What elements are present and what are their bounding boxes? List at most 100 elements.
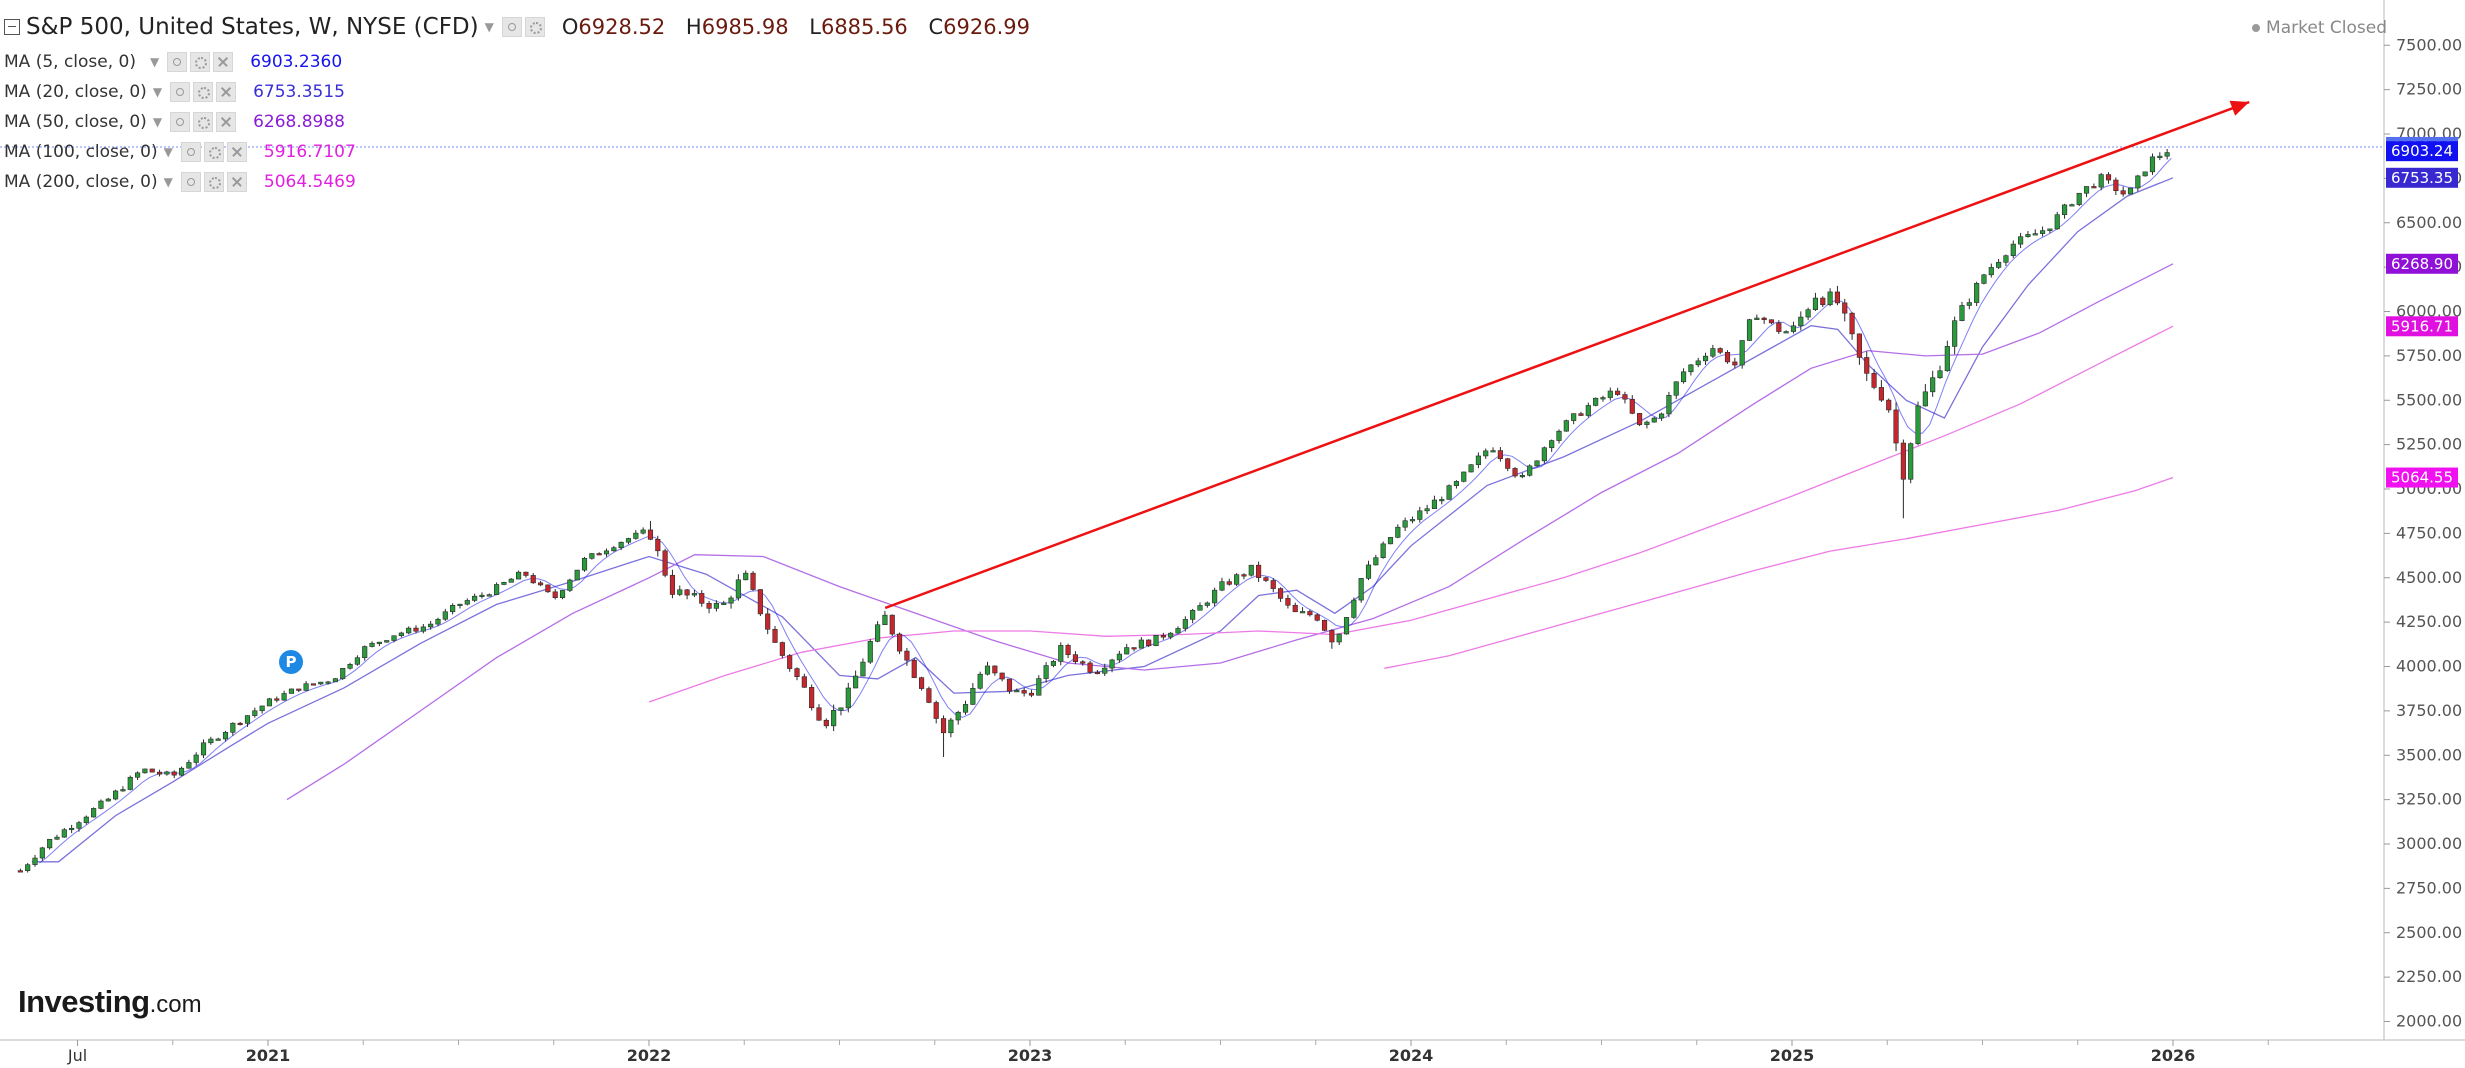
candle[interactable] bbox=[1878, 380, 1884, 402]
candle[interactable] bbox=[472, 593, 478, 603]
candle[interactable] bbox=[721, 600, 727, 605]
candle[interactable] bbox=[1812, 292, 1819, 311]
candle[interactable] bbox=[1585, 402, 1591, 418]
candle[interactable] bbox=[1351, 597, 1357, 619]
candlestick-series[interactable] bbox=[17, 149, 2170, 873]
candle[interactable] bbox=[296, 688, 302, 693]
candle[interactable] bbox=[1080, 660, 1086, 666]
candle[interactable] bbox=[1541, 446, 1547, 464]
candle[interactable] bbox=[1578, 411, 1584, 417]
candle[interactable] bbox=[1680, 368, 1687, 384]
candle[interactable] bbox=[91, 807, 97, 818]
candle[interactable] bbox=[1724, 350, 1731, 364]
candle[interactable] bbox=[933, 700, 939, 724]
candle[interactable] bbox=[640, 527, 646, 535]
candle[interactable] bbox=[611, 545, 617, 552]
candle[interactable] bbox=[1856, 333, 1862, 365]
candle[interactable] bbox=[1373, 554, 1379, 566]
candle[interactable] bbox=[1761, 316, 1767, 324]
candle[interactable] bbox=[999, 672, 1005, 682]
candle[interactable] bbox=[200, 739, 207, 759]
candle[interactable] bbox=[618, 541, 624, 551]
close-icon[interactable] bbox=[226, 142, 247, 162]
candle[interactable] bbox=[61, 827, 67, 838]
candle[interactable] bbox=[816, 704, 822, 721]
candle[interactable] bbox=[508, 578, 514, 583]
candle[interactable] bbox=[867, 639, 873, 664]
candle[interactable] bbox=[1241, 573, 1247, 580]
candle[interactable] bbox=[1534, 460, 1540, 467]
candle[interactable] bbox=[1380, 541, 1386, 559]
candle[interactable] bbox=[787, 654, 793, 672]
candle[interactable] bbox=[882, 610, 888, 626]
candle[interactable] bbox=[1717, 347, 1723, 355]
candle[interactable] bbox=[977, 671, 983, 690]
candle[interactable] bbox=[1798, 311, 1804, 331]
candle[interactable] bbox=[545, 584, 551, 593]
candle[interactable] bbox=[1505, 457, 1511, 472]
visibility-icon[interactable] bbox=[501, 17, 522, 37]
candle[interactable] bbox=[1944, 340, 1950, 372]
candle[interactable] bbox=[1893, 402, 1899, 452]
candle[interactable] bbox=[794, 667, 800, 681]
candle[interactable] bbox=[420, 624, 426, 634]
candle[interactable] bbox=[2010, 240, 2016, 259]
candle[interactable] bbox=[1461, 471, 1467, 483]
candle[interactable] bbox=[728, 595, 734, 609]
candle[interactable] bbox=[1190, 608, 1196, 624]
candle[interactable] bbox=[486, 593, 492, 597]
candle[interactable] bbox=[318, 681, 324, 686]
candle[interactable] bbox=[1783, 330, 1789, 334]
candle[interactable] bbox=[1387, 537, 1394, 545]
candle[interactable] bbox=[1996, 258, 2002, 269]
candle[interactable] bbox=[2003, 254, 2009, 267]
candle[interactable] bbox=[801, 673, 807, 688]
candle[interactable] bbox=[98, 799, 104, 810]
candle[interactable] bbox=[523, 571, 529, 578]
candle[interactable] bbox=[142, 768, 148, 774]
candle[interactable] bbox=[2047, 228, 2053, 234]
candle[interactable] bbox=[2025, 231, 2031, 238]
candle[interactable] bbox=[1321, 619, 1328, 632]
visibility-icon[interactable] bbox=[170, 112, 191, 132]
candle[interactable] bbox=[581, 556, 588, 572]
candle[interactable] bbox=[1439, 496, 1445, 505]
candle[interactable] bbox=[1028, 689, 1035, 698]
close-icon[interactable] bbox=[216, 82, 237, 102]
candle[interactable] bbox=[735, 574, 741, 601]
candle[interactable] bbox=[567, 578, 573, 593]
candle[interactable] bbox=[1922, 383, 1928, 407]
candle[interactable] bbox=[325, 680, 331, 685]
chevron-down-icon[interactable]: ▼ bbox=[484, 20, 494, 34]
candle[interactable] bbox=[2149, 153, 2156, 175]
candle[interactable] bbox=[1248, 564, 1254, 577]
candle[interactable] bbox=[186, 759, 192, 769]
trendline[interactable] bbox=[884, 100, 2250, 610]
candle[interactable] bbox=[479, 592, 485, 599]
candle[interactable] bbox=[494, 582, 500, 596]
candle[interactable] bbox=[1820, 296, 1826, 308]
settings-icon[interactable] bbox=[524, 17, 545, 37]
candle[interactable] bbox=[222, 730, 229, 742]
candle[interactable] bbox=[1842, 298, 1848, 322]
candle[interactable] bbox=[127, 775, 133, 791]
candle[interactable] bbox=[1827, 288, 1833, 307]
settings-icon[interactable] bbox=[203, 142, 224, 162]
candle[interactable] bbox=[1446, 484, 1452, 500]
candle[interactable] bbox=[2127, 187, 2134, 195]
candle[interactable] bbox=[1974, 281, 1980, 306]
candle[interactable] bbox=[362, 645, 368, 661]
candle[interactable] bbox=[1343, 617, 1350, 635]
candle[interactable] bbox=[83, 815, 89, 825]
candle[interactable] bbox=[669, 569, 676, 599]
candle[interactable] bbox=[662, 548, 668, 578]
candle[interactable] bbox=[120, 786, 126, 792]
candle[interactable] bbox=[853, 670, 859, 689]
candle[interactable] bbox=[918, 676, 925, 691]
candle[interactable] bbox=[1490, 447, 1496, 453]
candle[interactable] bbox=[1219, 577, 1225, 592]
candle[interactable] bbox=[435, 617, 441, 627]
candle[interactable] bbox=[1739, 340, 1745, 369]
candle[interactable] bbox=[193, 752, 199, 766]
